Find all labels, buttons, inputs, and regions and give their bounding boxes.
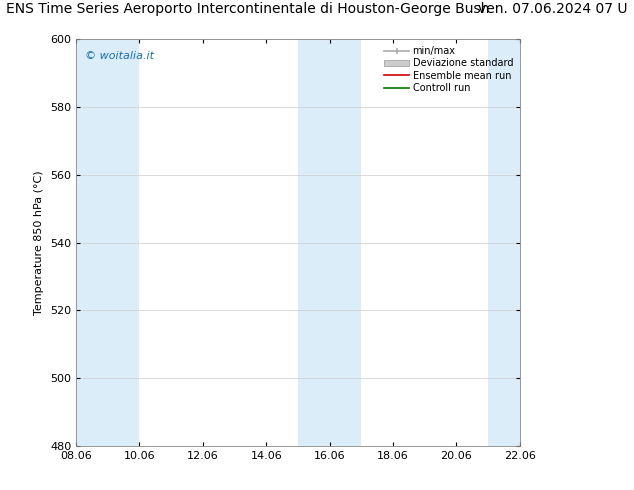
Legend: min/max, Deviazione standard, Ensemble mean run, Controll run: min/max, Deviazione standard, Ensemble m… [382, 44, 515, 95]
Y-axis label: Temperature 850 hPa (°C): Temperature 850 hPa (°C) [34, 170, 44, 315]
Bar [298, 39, 330, 446]
Text: © woitalia.it: © woitalia.it [85, 51, 154, 61]
Bar [76, 39, 108, 446]
Text: ENS Time Series Aeroporto Intercontinentale di Houston-George Bush: ENS Time Series Aeroporto Intercontinent… [6, 2, 489, 17]
Bar [330, 39, 361, 446]
Bar [488, 39, 536, 446]
Text: ven. 07.06.2024 07 U: ven. 07.06.2024 07 U [478, 2, 628, 17]
Bar [108, 39, 139, 446]
